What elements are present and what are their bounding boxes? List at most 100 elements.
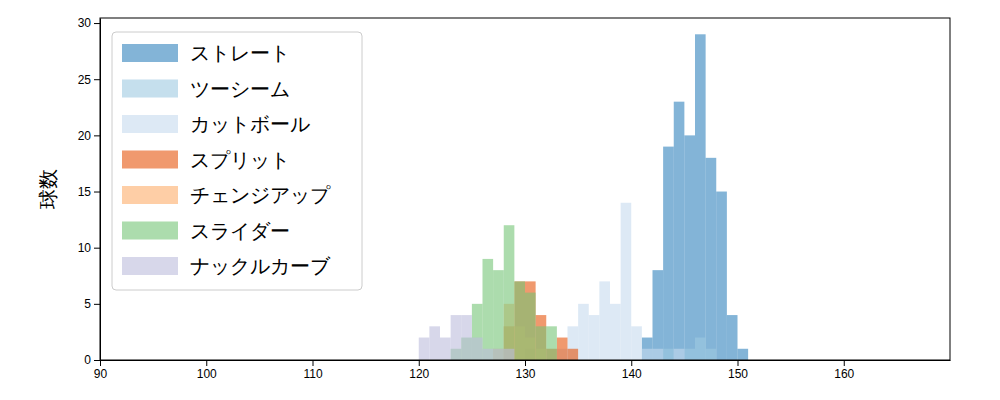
histogram-bar (472, 338, 483, 360)
x-tick-label: 120 (409, 367, 429, 381)
y-tick: 15 (78, 185, 100, 199)
histogram-bar (546, 326, 557, 360)
legend-swatch (122, 222, 178, 240)
histogram-bar (674, 102, 685, 360)
y-tick-mark (94, 360, 100, 361)
histogram-bar (514, 281, 525, 360)
histogram-bar (493, 270, 504, 360)
histogram-bar (684, 349, 695, 360)
y-tick-mark (94, 304, 100, 305)
x-tick-mark (100, 360, 101, 366)
y-tick-label: 0 (84, 353, 91, 367)
x-tick: 120 (409, 360, 429, 381)
x-tick-mark (525, 360, 526, 366)
histogram-bar (589, 315, 600, 360)
legend-label: スプリット (190, 148, 290, 172)
x-tick: 100 (197, 360, 217, 381)
y-axis-line (100, 19, 101, 361)
legend-entry: ナックルカーブ (122, 254, 331, 278)
histogram-bar (536, 326, 547, 360)
legend-box (112, 32, 362, 290)
histogram-bar (663, 147, 674, 360)
y-axis: 051015202530 (78, 16, 101, 367)
y-tick-mark (94, 248, 100, 249)
legend-swatch (122, 257, 178, 275)
histogram-bar (706, 349, 717, 360)
series-bars (451, 225, 557, 360)
x-tick: 140 (622, 360, 642, 381)
histogram-bar (727, 315, 738, 360)
legend-entry: スライダー (122, 219, 290, 243)
histogram-bar (653, 270, 664, 360)
legend-entry: スプリット (122, 148, 290, 172)
y-tick: 0 (84, 353, 100, 367)
x-tick: 160 (834, 360, 854, 381)
bars (419, 34, 748, 360)
x-tick-label: 90 (94, 367, 108, 381)
legend: ストレートツーシームカットボールスプリットチェンジアップスライダーナックルカーブ (112, 32, 362, 290)
y-tick-mark (94, 79, 100, 80)
x-tick: 110 (303, 360, 322, 381)
legend-swatch (122, 151, 178, 169)
histogram-bar (483, 259, 494, 360)
x-tick-mark (844, 360, 845, 366)
x-tick-mark (631, 360, 632, 366)
y-axis-title: 球数 (36, 169, 60, 209)
y-tick: 20 (78, 129, 100, 143)
x-tick-label: 130 (515, 367, 535, 381)
legend-swatch (122, 186, 178, 204)
y-tick-label: 15 (78, 185, 92, 199)
x-tick-label: 100 (197, 367, 217, 381)
histogram-bar (642, 338, 653, 360)
y-tick-label: 25 (78, 73, 92, 87)
histogram-bar (461, 315, 472, 360)
x-tick: 130 (515, 360, 535, 381)
x-tick-mark (313, 360, 314, 366)
legend-entry: カットボール (122, 112, 310, 136)
series-bars (504, 281, 578, 360)
x-tick-label: 110 (303, 367, 322, 381)
legend-entry: チェンジアップ (122, 183, 331, 207)
series-bars (419, 315, 515, 360)
legend-label: ナックルカーブ (190, 254, 331, 278)
y-tick-mark (94, 135, 100, 136)
x-axis: 90 100 110 120 130 140 150 160 (94, 360, 951, 381)
legend-label: ツーシーム (190, 77, 290, 101)
histogram-bar (674, 349, 685, 360)
x-tick: 150 (728, 360, 748, 381)
histogram-bar (504, 349, 515, 360)
histogram-bar (653, 349, 664, 360)
x-tick-mark (419, 360, 420, 366)
legend-label: ストレート (190, 41, 290, 65)
histogram-bar (504, 225, 515, 360)
histogram-bar (472, 304, 483, 360)
histogram-bar (684, 135, 695, 360)
histogram-bar (706, 158, 717, 360)
histogram-bar (695, 338, 706, 360)
y-tick-label: 5 (84, 297, 91, 311)
histogram-bar (695, 34, 706, 360)
histogram-bar (440, 338, 451, 360)
histogram-bar (716, 192, 727, 360)
x-tick: 90 (94, 360, 108, 381)
legend-swatch (122, 44, 178, 62)
legend-swatch (122, 80, 178, 98)
histogram-bar (578, 304, 589, 360)
histogram-bar (557, 338, 568, 360)
chart: 90100110120130140150160051015202530球数ストレ… (0, 0, 1000, 400)
y-tick: 5 (84, 297, 100, 311)
histogram-bar (525, 293, 536, 360)
legend-label: チェンジアップ (190, 183, 331, 207)
x-tick-label: 160 (834, 367, 854, 381)
histogram-bar (621, 203, 632, 360)
histogram-bar (610, 304, 621, 360)
histogram-bar (429, 326, 440, 360)
series-bars (663, 338, 716, 360)
legend-entry: ツーシーム (122, 77, 290, 101)
plot-frame (100, 18, 950, 360)
histogram-bar (631, 326, 642, 360)
series-bars (504, 203, 685, 360)
histogram-bar (642, 349, 653, 360)
y-tick-label: 10 (78, 241, 92, 255)
histogram-bar (568, 326, 579, 360)
